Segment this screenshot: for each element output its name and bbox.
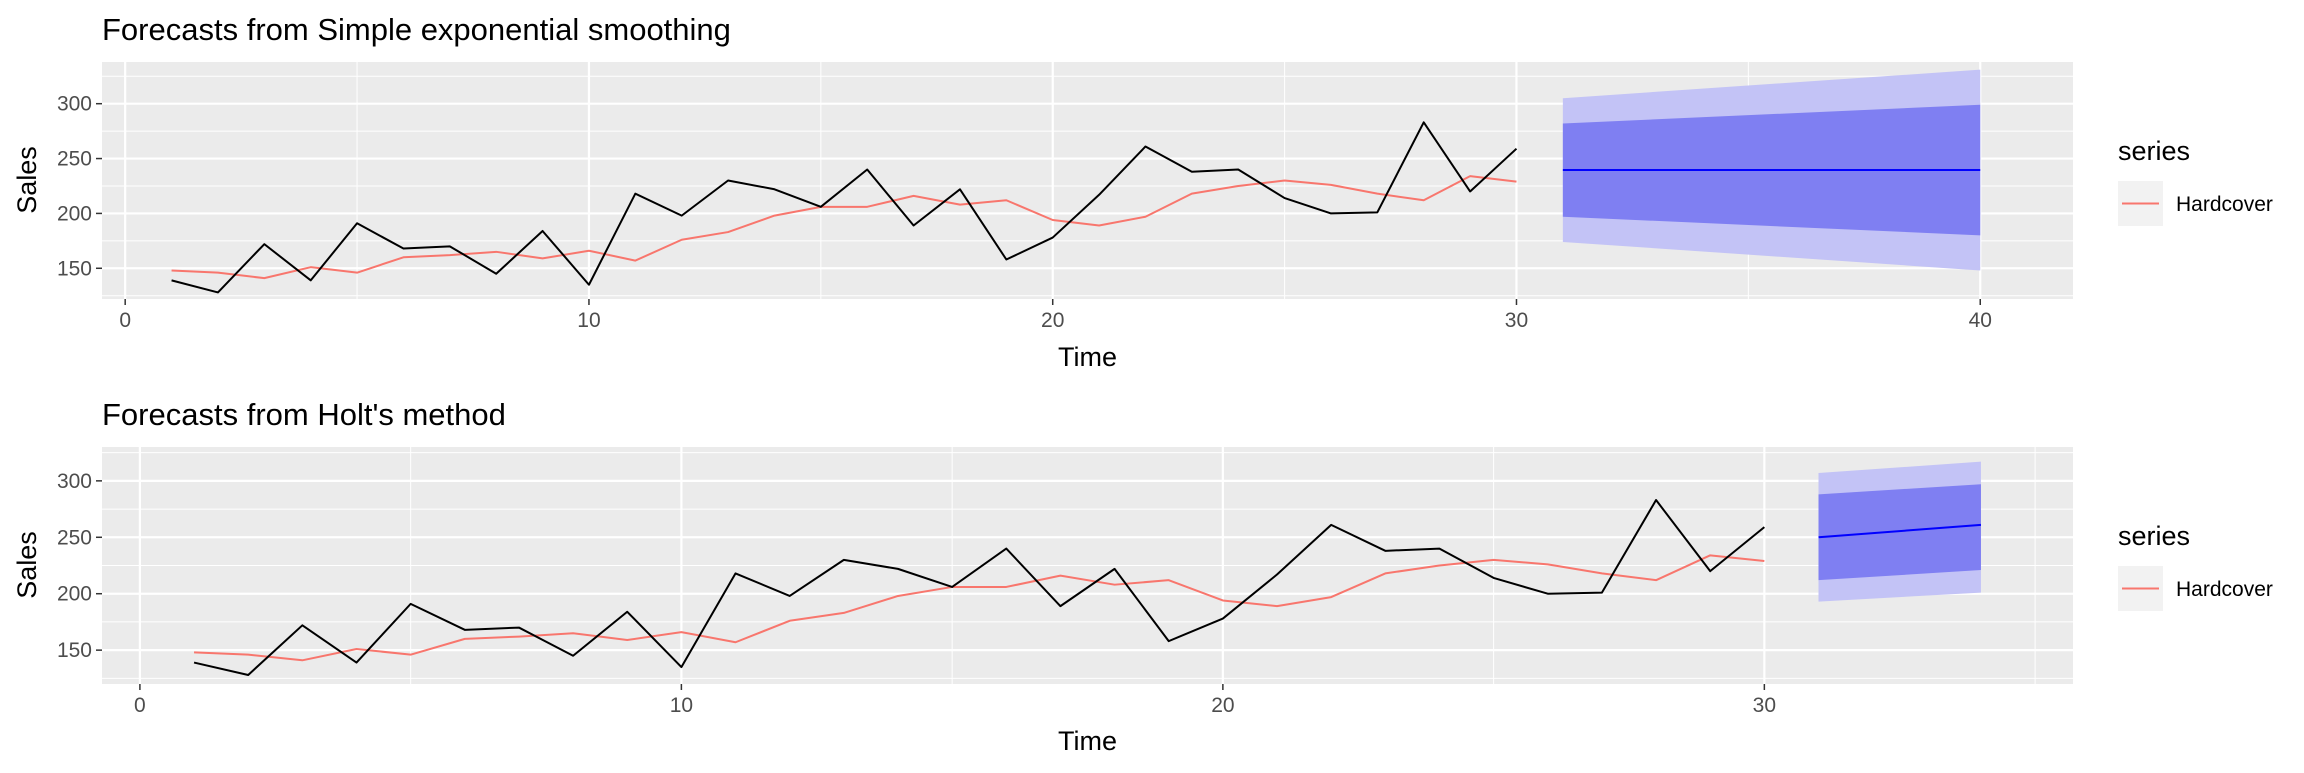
legend-item-hardcover: Hardcover <box>2176 193 2273 216</box>
x-tick-label: 10 <box>577 309 600 332</box>
legend-title: series <box>2118 136 2190 166</box>
x-tick-label: 20 <box>1211 694 1234 717</box>
observed-data-line <box>171 121 1518 294</box>
x-tick-label: 20 <box>1041 309 1064 332</box>
x-tick-label: 10 <box>670 694 693 717</box>
x-tick-label: 0 <box>119 309 131 332</box>
y-tick-label: 150 <box>57 639 92 662</box>
y-tick-label: 300 <box>57 93 92 116</box>
legend: series Hardcover <box>2118 136 2273 226</box>
x-tick-label: 30 <box>1505 309 1528 332</box>
y-tick-label: 200 <box>57 583 92 606</box>
forecast-mean-line <box>1818 523 1982 539</box>
y-tick-label: 250 <box>57 526 92 549</box>
chart-title: Forecasts from Holt's method <box>102 397 506 432</box>
y-tick-label: 150 <box>57 257 92 280</box>
x-axis-label: Time <box>1058 726 1117 756</box>
y-axis-label: Sales <box>12 531 42 599</box>
legend: series Hardcover <box>2118 521 2273 611</box>
x-tick-label: 40 <box>1969 309 1992 332</box>
y-tick-label: 200 <box>57 202 92 225</box>
series-line-hardcover <box>194 554 1765 662</box>
chart-panel-2: Forecasts from Holt's method 0 10 20 30 150 20… <box>12 397 2273 756</box>
y-tick-label: 250 <box>57 148 92 171</box>
chart-title: Forecasts from Simple exponential smooth… <box>102 12 731 47</box>
observed-data-line <box>193 499 1765 676</box>
forecast-interval-80 <box>1818 484 1981 581</box>
series-line-hardcover <box>171 175 1517 280</box>
y-tick-label: 300 <box>57 470 92 493</box>
x-axis-label: Time <box>1058 342 1117 372</box>
x-tick-label: 30 <box>1753 694 1776 717</box>
y-axis-label: Sales <box>12 146 42 214</box>
legend-item-hardcover: Hardcover <box>2176 578 2273 601</box>
x-tick-label: 0 <box>134 694 146 717</box>
legend-title: series <box>2118 521 2190 551</box>
chart-panel-1: Forecasts from Simple exponential smooth… <box>12 12 2273 372</box>
